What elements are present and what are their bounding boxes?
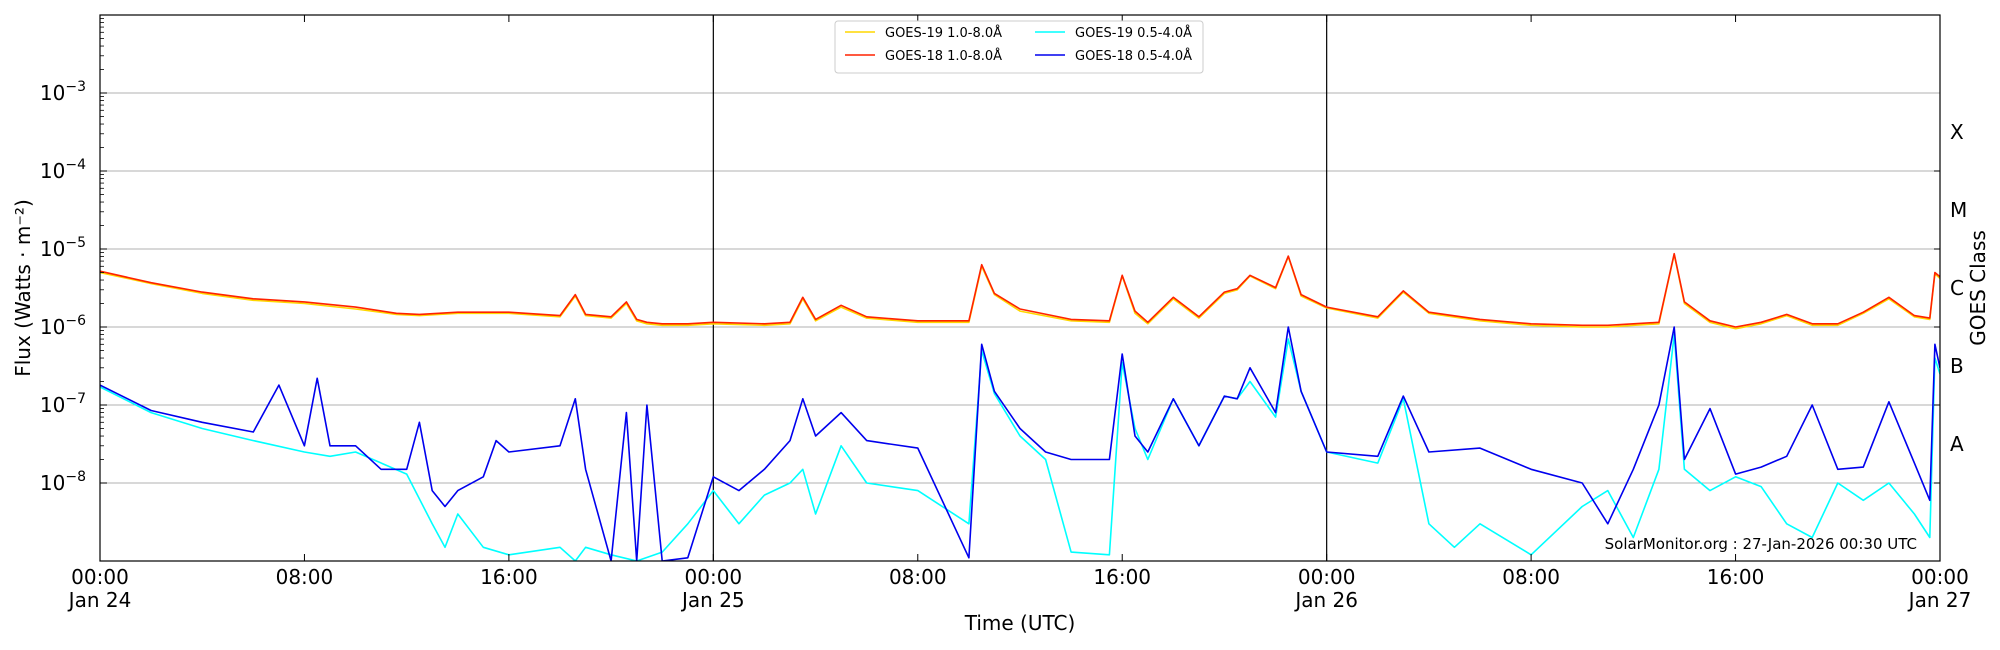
x-tick-date-9: Jan 27 xyxy=(1907,588,1972,612)
goes-class-b: B xyxy=(1950,354,1964,378)
series-layer xyxy=(100,252,1940,561)
legend-label-3: GOES-18 0.5-4.0Å xyxy=(1075,48,1192,64)
y2-axis-title: GOES Class xyxy=(1966,230,1990,346)
y-tick-base-2: 10 xyxy=(40,237,65,261)
legend-label-2: GOES-19 0.5-4.0Å xyxy=(1075,25,1192,41)
x-tick-date-6: Jan 26 xyxy=(1293,588,1358,612)
y-tick-exponent-4: −7 xyxy=(65,391,86,407)
y-tick-label-5: 10−8 xyxy=(40,469,86,495)
grid-lines xyxy=(100,92,1940,484)
plot-frame xyxy=(99,14,1941,562)
legend: GOES-19 1.0-8.0Å GOES-18 1.0-8.0Å GOES-19 … xyxy=(834,20,1204,74)
y-tick-label-3: 10−6 xyxy=(40,313,86,339)
goes-class-a: A xyxy=(1950,432,1964,456)
series-line-2 xyxy=(100,333,1940,561)
y-tick-exponent-3: −6 xyxy=(65,313,86,329)
y-tick-label-0: 10−3 xyxy=(40,79,86,105)
y-tick-base-4: 10 xyxy=(40,393,65,417)
x-tick-label-3: 00:00 xyxy=(685,565,743,589)
y-tick-base-3: 10 xyxy=(40,315,65,339)
series-line-0 xyxy=(100,253,1940,330)
y-tick-label-2: 10−5 xyxy=(40,235,86,261)
series-line-3 xyxy=(100,326,1940,561)
credit-text: SolarMonitor.org : 27-Jan-2026 00:30 UTC xyxy=(1605,535,1917,553)
x-tick-label-6: 00:00 xyxy=(1298,565,1356,589)
x-tick-label-0: 00:00 xyxy=(71,565,129,589)
x-tick-label-9: 00:00 xyxy=(1911,565,1969,589)
x-tick-date-0: Jan 24 xyxy=(67,588,132,612)
x-tick-label-4: 08:00 xyxy=(889,565,947,589)
y-tick-base-0: 10 xyxy=(40,81,65,105)
goes-class-m: M xyxy=(1950,198,1967,222)
x-tick-label-2: 16:00 xyxy=(480,565,538,589)
day-boundary-lines xyxy=(712,15,1328,561)
y-tick-base-5: 10 xyxy=(40,471,65,495)
x-tick-date-3: Jan 25 xyxy=(680,588,745,612)
x-tick-label-5: 16:00 xyxy=(1093,565,1151,589)
y-tick-exponent-2: −5 xyxy=(65,235,86,251)
legend-box xyxy=(834,20,1204,74)
x-axis-title: Time (UTC) xyxy=(964,611,1076,635)
goes-class-x: X xyxy=(1950,120,1964,144)
x-tick-label-7: 08:00 xyxy=(1502,565,1560,589)
y-tick-exponent-1: −4 xyxy=(65,157,86,173)
legend-label-0: GOES-19 1.0-8.0Å xyxy=(885,25,1002,41)
goes-class-labels: X M C B A xyxy=(1934,120,1967,484)
x-tick-label-8: 16:00 xyxy=(1707,565,1765,589)
goes-class-c: C xyxy=(1950,276,1964,300)
y-tick-exponent-0: −3 xyxy=(65,79,86,95)
y-tick-label-1: 10−4 xyxy=(40,157,86,183)
y-tick-label-4: 10−7 xyxy=(40,391,86,417)
series-line-1 xyxy=(100,252,1940,328)
y-axis-title: Flux (Watts · m⁻²) xyxy=(11,199,35,377)
legend-label-1: GOES-18 1.0-8.0Å xyxy=(885,48,1002,64)
y-tick-exponent-5: −8 xyxy=(65,469,86,485)
y-axis-ticks: 10−310−410−510−610−710−8 xyxy=(40,18,107,495)
x-tick-label-1: 08:00 xyxy=(276,565,334,589)
y-tick-base-1: 10 xyxy=(40,159,65,183)
